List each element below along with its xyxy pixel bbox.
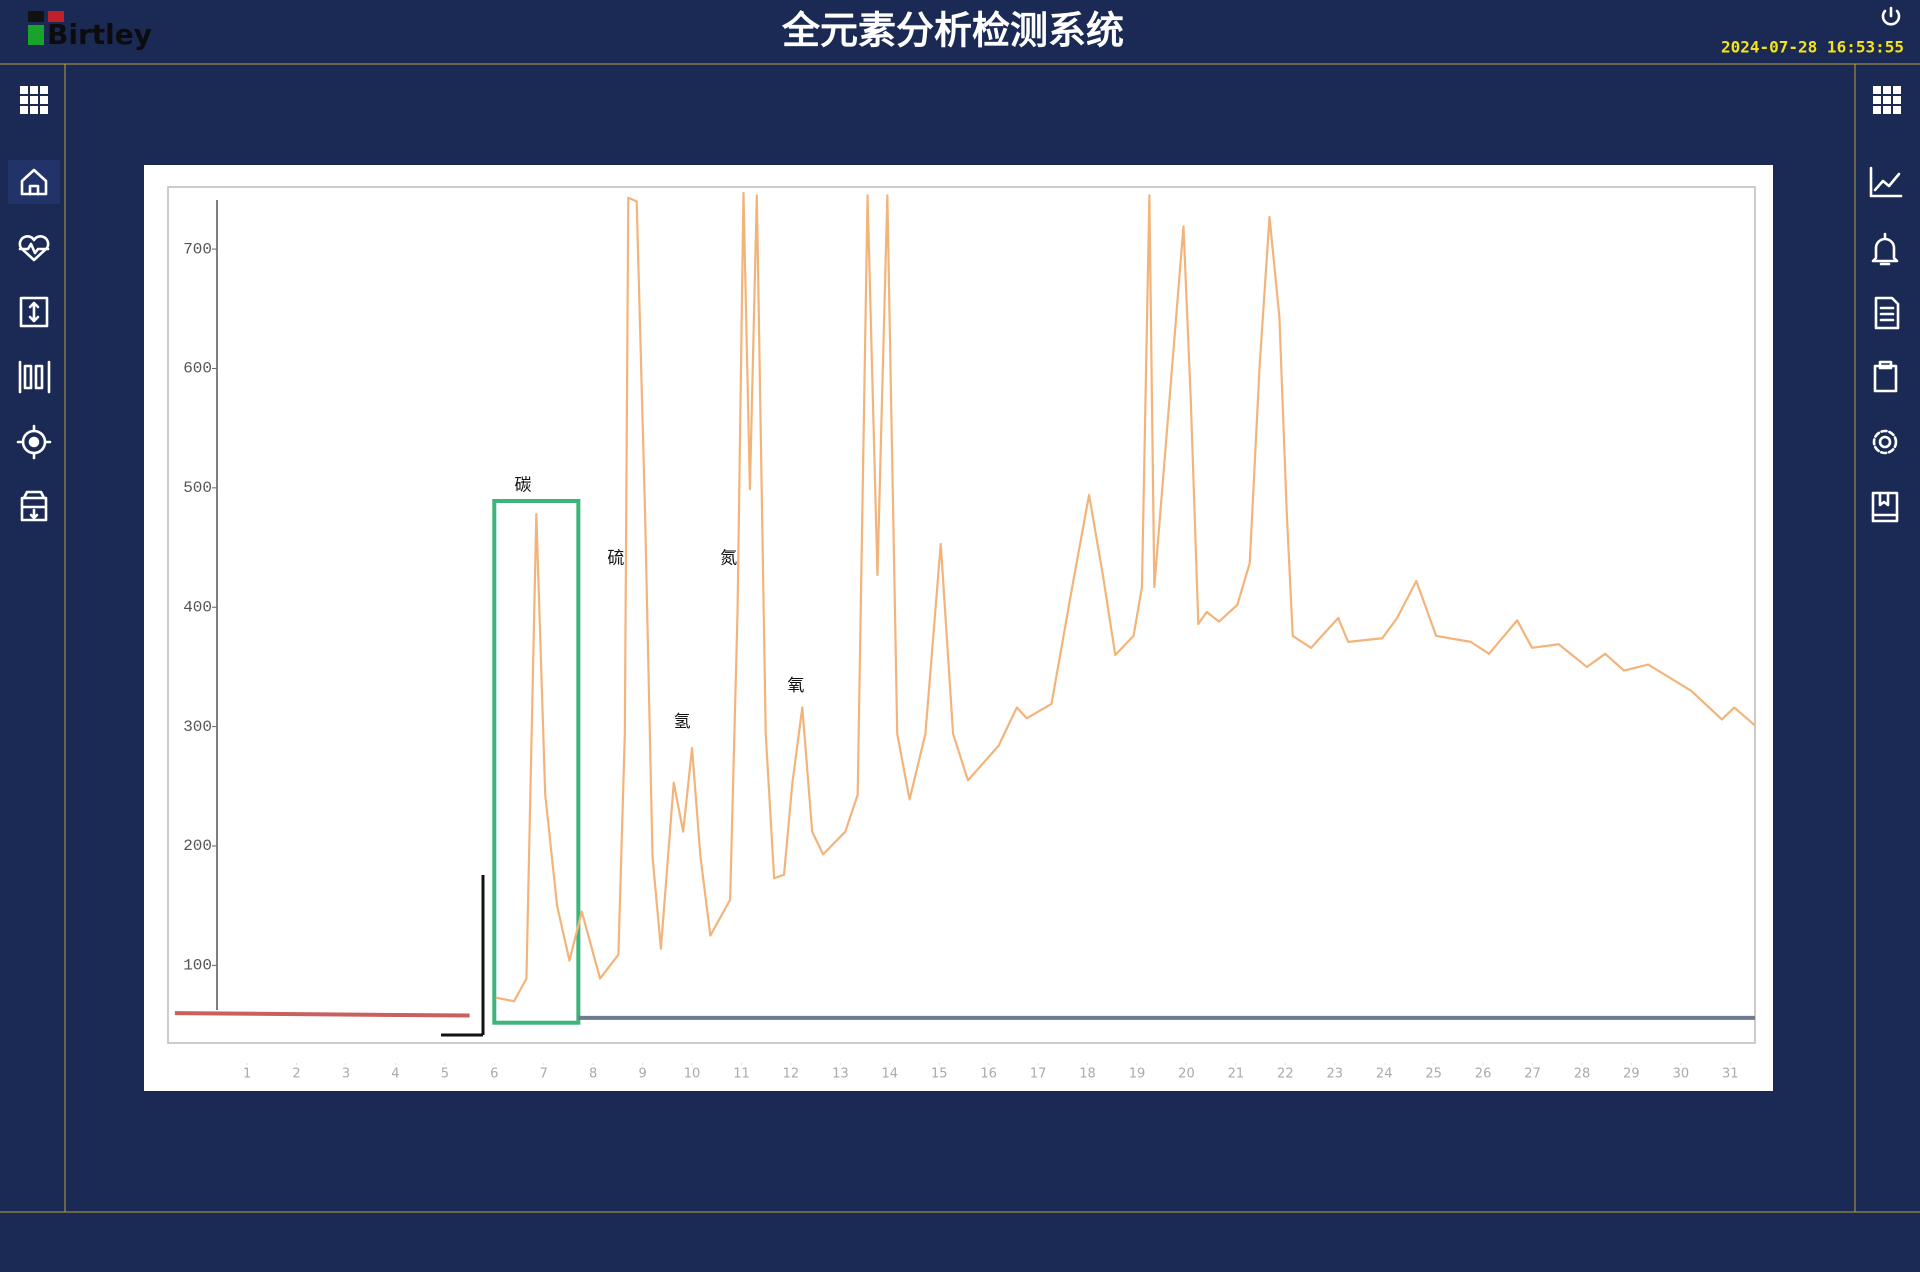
highlight-box bbox=[492, 498, 581, 1025]
peak-label: 碳 bbox=[514, 475, 531, 495]
x-tick-label: 29 bbox=[1623, 1067, 1640, 1082]
x-tick-label: 22 bbox=[1277, 1067, 1294, 1082]
barcode-button[interactable] bbox=[18, 360, 51, 394]
logo-mark bbox=[28, 11, 44, 22]
y-tick-label: 400 bbox=[183, 598, 212, 616]
y-tick-label: 600 bbox=[183, 360, 212, 378]
x-tick-label: 4 bbox=[391, 1067, 399, 1082]
x-tick-label: 3 bbox=[342, 1067, 350, 1082]
logo-text: Birtley bbox=[47, 18, 152, 51]
clipboard-button[interactable] bbox=[1873, 360, 1898, 393]
x-tick-label: 31 bbox=[1722, 1067, 1739, 1082]
settings-button[interactable] bbox=[1872, 429, 1898, 455]
menu-button[interactable] bbox=[20, 86, 48, 114]
x-tick-label: 13 bbox=[832, 1067, 849, 1082]
x-tick-label: 12 bbox=[783, 1067, 800, 1082]
y-tick-label: 200 bbox=[183, 837, 212, 855]
x-tick-label: 18 bbox=[1079, 1067, 1096, 1082]
menu-button[interactable] bbox=[1873, 86, 1901, 114]
x-tick-label: 23 bbox=[1326, 1067, 1343, 1082]
data-line bbox=[174, 1011, 470, 1018]
x-tick-label: 24 bbox=[1376, 1067, 1393, 1082]
scale-button[interactable] bbox=[19, 296, 49, 328]
x-tick-label: 5 bbox=[441, 1067, 449, 1082]
logo: Birtley bbox=[28, 11, 152, 51]
app-title: 全元素分析检测系统 bbox=[781, 9, 1124, 53]
x-tick-label: 15 bbox=[931, 1067, 948, 1082]
x-tick-label: 26 bbox=[1475, 1067, 1492, 1082]
power-button[interactable] bbox=[1881, 6, 1901, 26]
active-highlight bbox=[8, 160, 60, 204]
x-tick-label: 14 bbox=[882, 1067, 899, 1082]
chart-panel bbox=[144, 165, 1773, 1091]
x-tick-label: 19 bbox=[1129, 1067, 1146, 1082]
x-tick-label: 17 bbox=[1030, 1067, 1047, 1082]
archive-button[interactable] bbox=[20, 490, 48, 522]
y-tick-label: 500 bbox=[183, 479, 212, 497]
manual-button[interactable] bbox=[1871, 491, 1899, 523]
peak-label: 硫 bbox=[607, 548, 624, 568]
y-tick-label: 300 bbox=[183, 718, 212, 736]
logo-mark bbox=[48, 11, 64, 22]
peak-label: 氧 bbox=[787, 676, 804, 696]
y-tick-label: 100 bbox=[183, 957, 212, 975]
x-tick-label: 30 bbox=[1673, 1067, 1690, 1082]
x-tick-label: 27 bbox=[1524, 1067, 1541, 1082]
x-tick-label: 2 bbox=[292, 1067, 300, 1082]
x-tick-label: 6 bbox=[490, 1067, 498, 1082]
plot-frame bbox=[167, 186, 1756, 1044]
x-tick-label: 9 bbox=[638, 1067, 646, 1082]
datetime: 2024-07-28 16:53:55 bbox=[1721, 38, 1904, 57]
trend-button[interactable] bbox=[1869, 166, 1903, 198]
x-tick-label: 16 bbox=[980, 1067, 997, 1082]
x-tick-label: 8 bbox=[589, 1067, 597, 1082]
x-tick-label: 25 bbox=[1425, 1067, 1442, 1082]
alarm-button[interactable] bbox=[1871, 232, 1899, 266]
x-tick-label: 28 bbox=[1574, 1067, 1591, 1082]
x-tick-label: 20 bbox=[1178, 1067, 1195, 1082]
x-tick-label: 21 bbox=[1228, 1067, 1245, 1082]
x-tick-label: 7 bbox=[540, 1067, 548, 1082]
home-button[interactable] bbox=[20, 168, 48, 196]
marker-bracket bbox=[441, 875, 485, 1037]
data-line bbox=[495, 191, 1756, 1003]
right-nav bbox=[1869, 86, 1903, 523]
x-tick-label: 10 bbox=[684, 1067, 701, 1082]
health-button[interactable] bbox=[18, 235, 50, 262]
locate-button[interactable] bbox=[16, 424, 52, 460]
logo-mark bbox=[28, 25, 44, 45]
x-tick-label: 11 bbox=[733, 1067, 750, 1082]
peak-label: 氮 bbox=[720, 548, 737, 568]
x-tick-label: 1 bbox=[243, 1067, 251, 1082]
left-nav bbox=[8, 86, 60, 522]
report-button[interactable] bbox=[1874, 296, 1900, 330]
peak-label: 氢 bbox=[674, 712, 691, 732]
y-tick-label: 700 bbox=[183, 240, 212, 258]
